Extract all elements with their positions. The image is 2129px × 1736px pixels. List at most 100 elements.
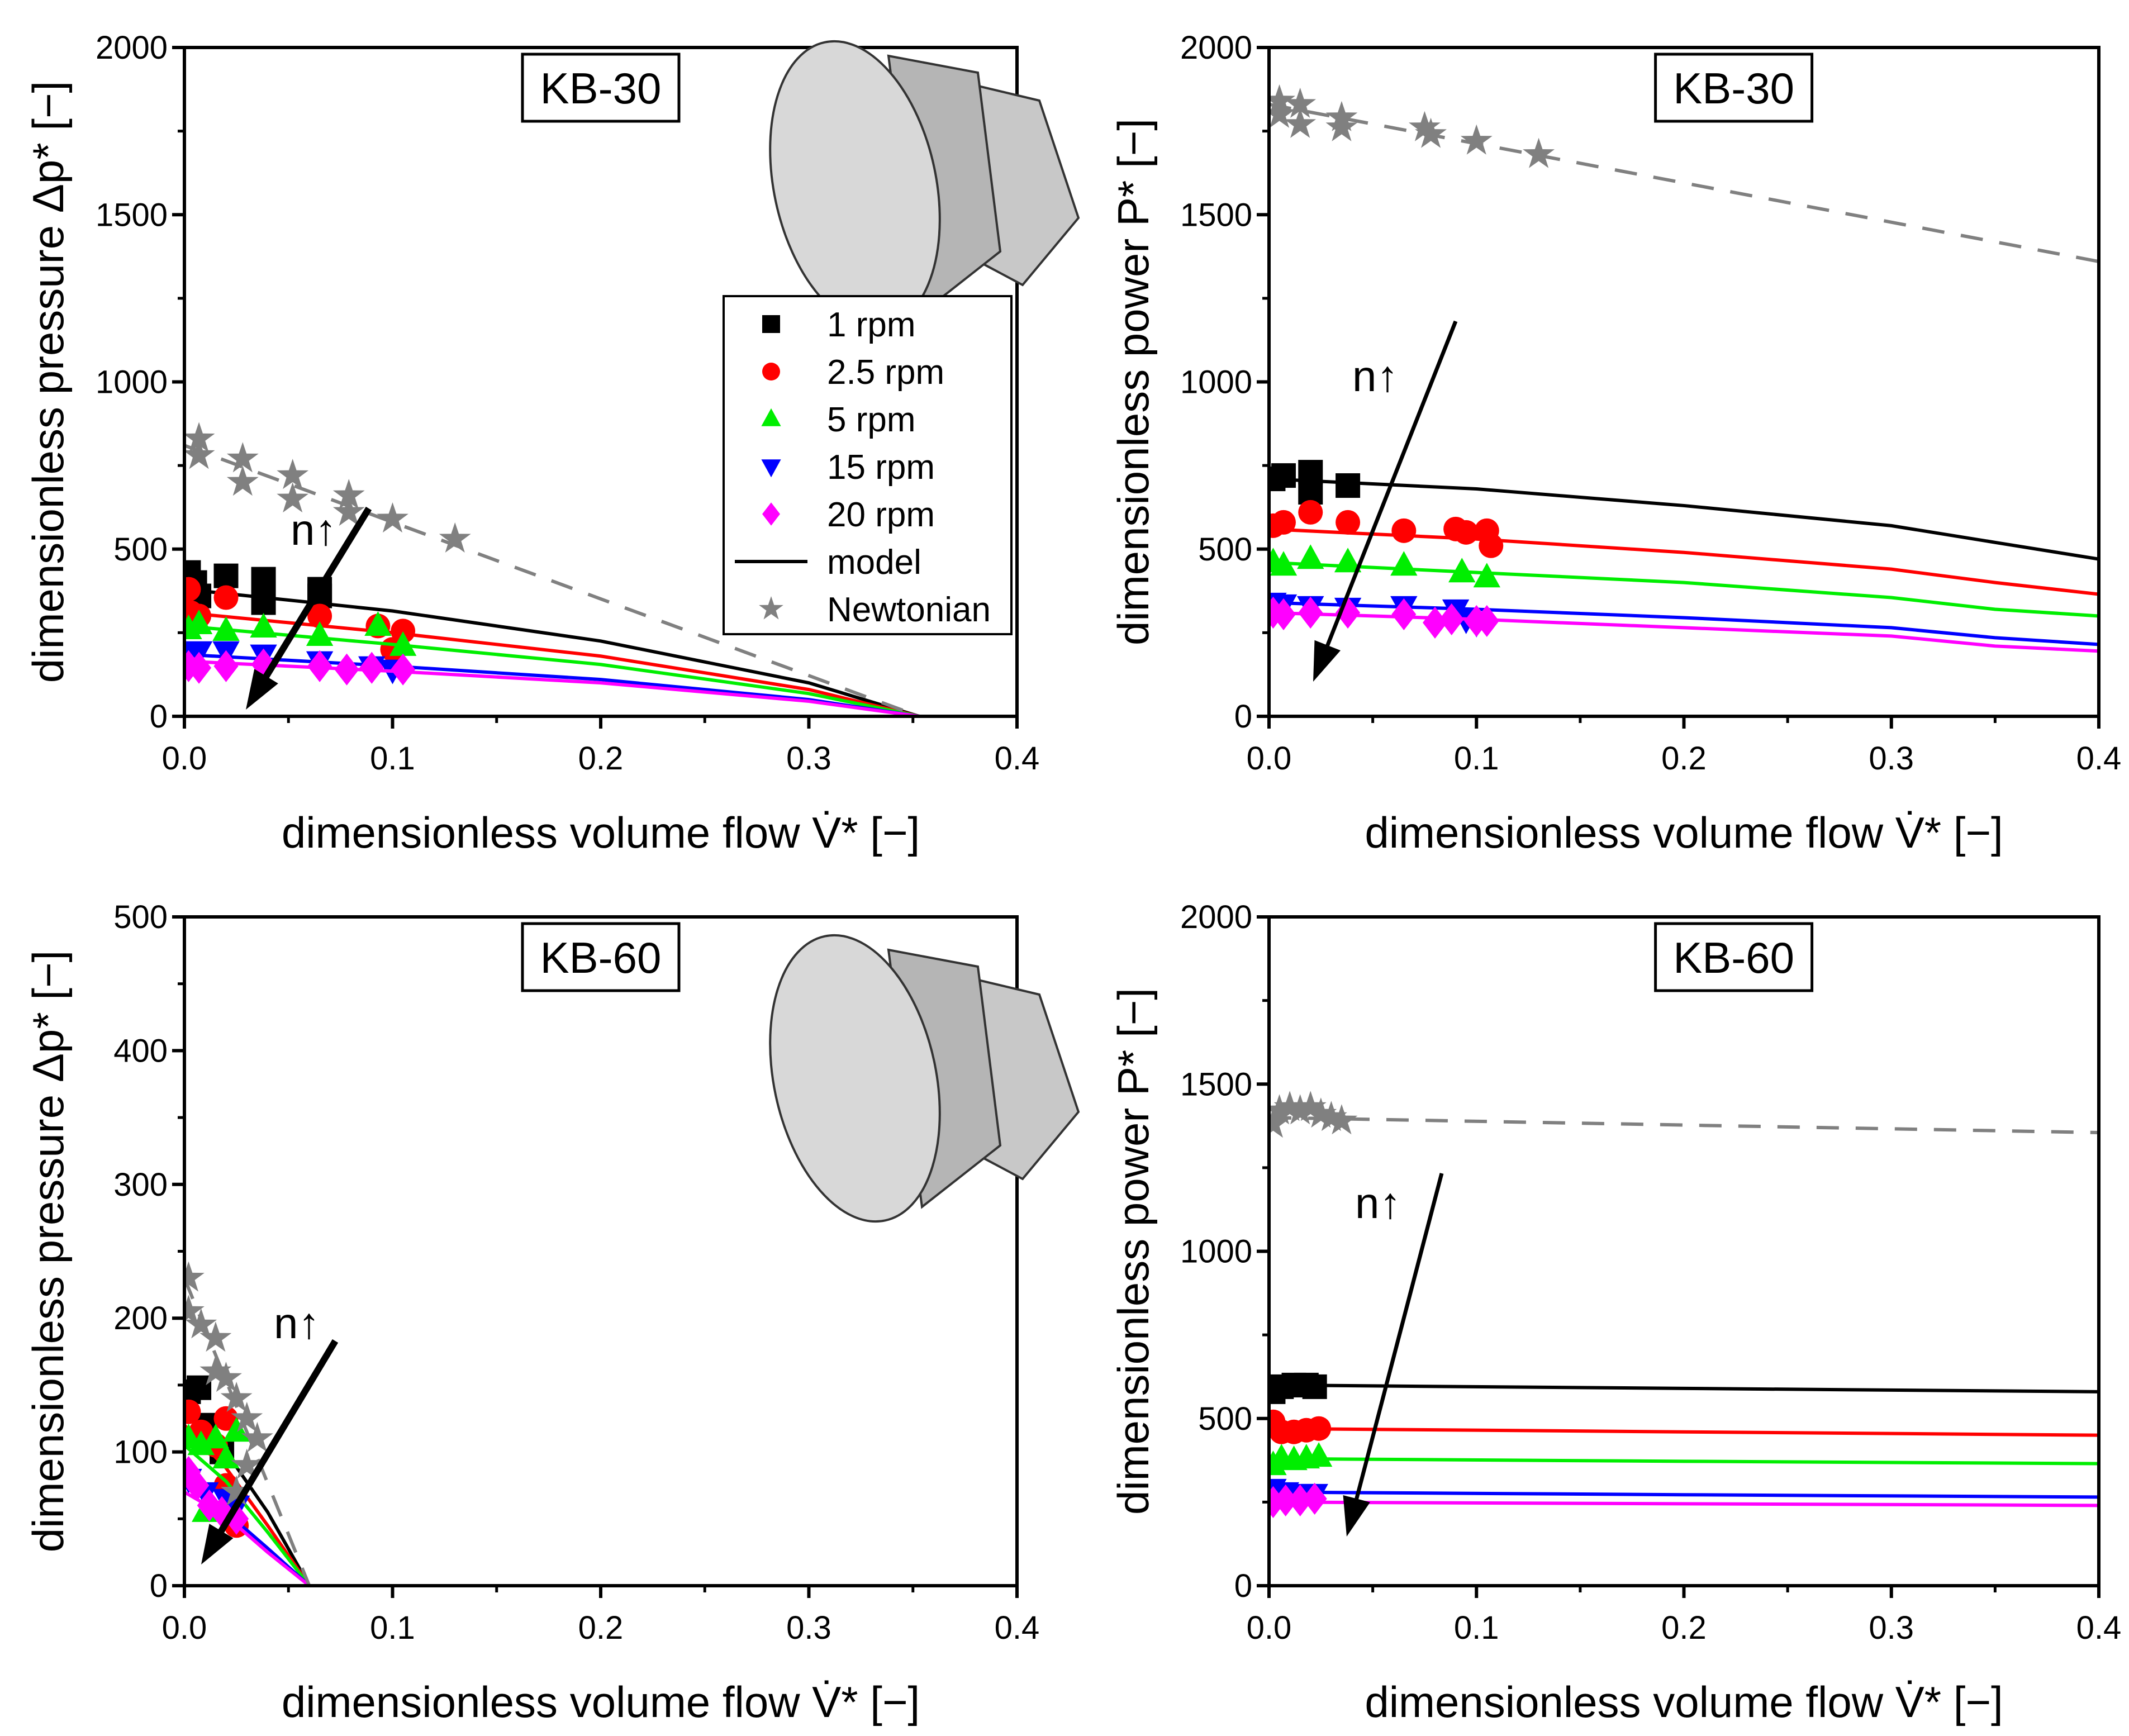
trend-arrow [210,1339,339,1547]
data-point-20-rpm [1423,606,1447,639]
data-point-Newtonian [1460,124,1493,155]
speed-increase-label: n↑ [1352,351,1398,401]
data-point-Newtonian [1269,84,1295,115]
model-line-5-rpm [1269,1457,2099,1466]
data-point-Newtonian [1294,1091,1327,1121]
y-tick-label: 1000 [1180,364,1252,401]
newtonian-line-Newtonian [1269,102,2099,263]
model-line-5-rpm [1269,560,2099,618]
data-point-2-5-rpm [213,1406,239,1431]
y-tick-label: 100 [113,1434,168,1471]
chart-panel-4: 0.0 0.1 0.2 0.3 0.4 0 500 1000 1500 2000 dimension… [1109,899,2121,1727]
plot-frame [183,915,1019,1587]
data-point-1-rpm [251,567,276,592]
legend: 1 rpm 2.5 rpm 5 rpm 15 rpm 20 rpm model Newton… [723,295,1013,635]
chart-title: KB-30 [540,64,662,113]
data-point-Newtonian [1409,111,1441,141]
data-point-20-rpm [1273,1484,1298,1516]
kneading-disc-front [769,934,941,1223]
data-point-20-rpm [391,653,416,686]
plot-frame [183,46,1019,718]
data-point-Newtonian [184,1261,205,1292]
x-tick-label: 0.0 [162,1610,207,1646]
data-point-5-rpm [185,610,213,635]
data-point-5-rpm [1297,544,1324,569]
legend-swatch [761,459,781,478]
data-point-20-rpm [307,650,332,682]
newtonian-line-Newtonian [184,444,920,716]
data-point-2-5-rpm [1336,510,1361,535]
data-point-5-rpm [212,1444,240,1469]
y-tick-label: 2000 [1180,899,1252,935]
data-point-20-rpm [1271,598,1296,631]
x-axis-label: dimensionless volume flow V̇* [−] [1365,808,2003,857]
trend-arrow [254,506,372,692]
y-tick-label: 500 [113,531,168,568]
title-box [521,922,681,992]
legend-label: 15 rpm [827,448,935,487]
title-box [521,53,681,123]
arrow-head-icon [1343,1495,1370,1537]
speed-increase-label: n↑ [291,505,336,554]
data-point-5-rpm [1473,563,1501,588]
arrow-head-icon [201,1524,234,1564]
y-tick-label: 0 [150,1568,168,1604]
y-tick-label: 500 [1198,1401,1252,1437]
data-point-5-rpm [187,1430,215,1456]
data-point-Newtonian [231,1401,263,1432]
y-tick-label: 0 [1234,1568,1252,1604]
legend-label: 20 rpm [827,496,935,534]
chart-title: KB-60 [1673,933,1794,982]
data-point-20-rpm [359,651,384,684]
data-point-20-rpm [1474,605,1499,638]
data-point-5-rpm [212,616,240,641]
legend-swatch [762,502,780,526]
data-point-Newtonian [332,496,365,526]
chart-title: KB-30 [1673,64,1794,113]
data-point-Newtonian [277,459,309,489]
legend-swatch [762,363,780,381]
data-point-2-5-rpm [1453,520,1479,545]
y-tick-label: 1000 [1180,1234,1252,1270]
legend-label: 1 rpm [827,306,915,344]
data-point-5-rpm [250,612,277,638]
y-tick-label: 0 [150,698,168,735]
data-point-20-rpm [213,650,239,682]
x-axis-label: dimensionless volume flow V̇* [−] [1365,1677,2003,1727]
data-point-5-rpm [1305,1442,1333,1467]
chart-panel-2: 0.0 0.1 0.2 0.3 0.4 0 500 1000 1500 2000 dimension… [1109,30,2121,857]
plot-frame [1267,46,2101,718]
data-point-5-rpm [1390,551,1418,576]
model-line-15-rpm [1269,601,2099,646]
x-tick-label: 0.3 [786,1610,831,1646]
y-tick-label: 500 [113,899,168,935]
x-tick-label: 0.4 [995,740,1040,777]
legend-label: 5 rpm [827,401,915,439]
y-tick-label: 1000 [96,364,168,401]
data-point-1-rpm [1336,473,1361,498]
data-point-2-5-rpm [307,603,332,629]
model-line-2-5-rpm [1269,1426,2099,1437]
y-tick-label: 1500 [1180,1066,1252,1102]
data-point-2-5-rpm [1298,500,1323,525]
data-point-5-rpm [306,621,334,646]
data-point-2-5-rpm [1391,518,1417,543]
y-tick-label: 0 [1234,698,1252,735]
y-tick-label: 300 [113,1167,168,1203]
data-point-1-rpm [187,1375,212,1400]
x-axis-label: dimensionless volume flow V̇* [−] [282,1677,920,1727]
data-point-Newtonian [199,1355,232,1386]
data-point-Newtonian [210,1362,242,1392]
legend-label: model [827,543,921,582]
plot-area [1269,84,2099,653]
x-tick-label: 0.2 [1661,1610,1707,1646]
data-point-5-rpm [1448,558,1476,583]
data-point-Newtonian [184,1295,205,1325]
data-point-Newtonian [226,442,259,473]
y-axis-label: dimensionless pressure Δp* [−] [23,950,73,1552]
plot-area [1269,1091,2099,1518]
data-point-5-rpm [222,1417,250,1442]
data-point-20-rpm [187,651,212,684]
data-point-5-rpm [364,611,392,636]
model-line-20-rpm [1269,1500,2099,1507]
